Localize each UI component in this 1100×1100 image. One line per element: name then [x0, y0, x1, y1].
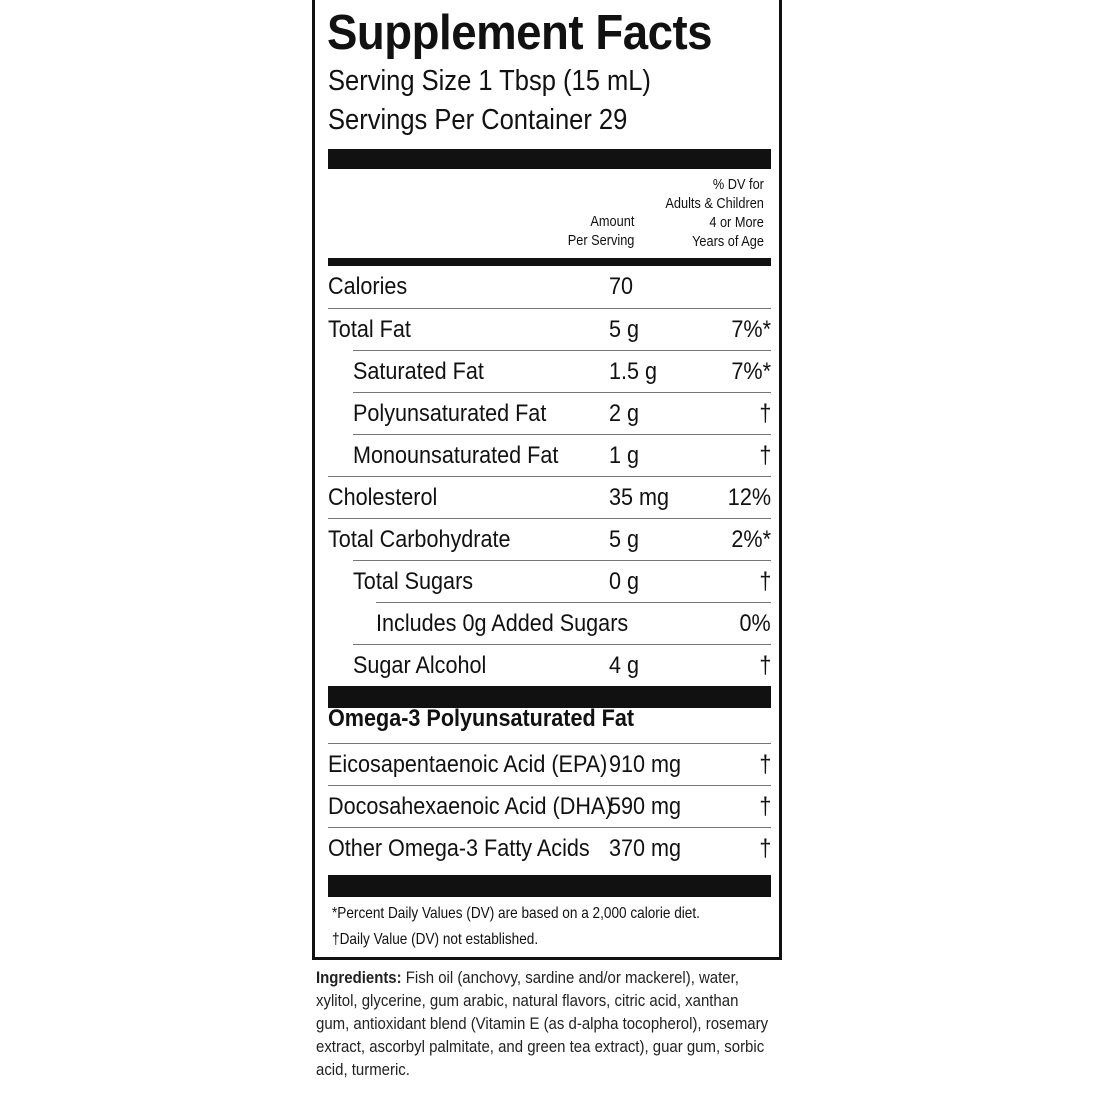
nutrient-dv: †: [758, 751, 771, 778]
nutrient-amount: 35 mg: [609, 484, 670, 511]
nutrient-amount: 70: [609, 273, 634, 300]
nutrient-amount: 590 mg: [609, 793, 682, 820]
nutrient-name: Includes 0g Added Sugars: [376, 610, 629, 637]
nutrient-dv: 2%*: [731, 526, 771, 553]
dv-header-line: Adults & Children: [665, 195, 764, 212]
nutrient-row: Calories 70: [328, 266, 771, 308]
divider-bar: [328, 686, 771, 708]
nutrient-amount: 5 g: [609, 316, 640, 343]
nutrient-dv: 7%*: [731, 358, 771, 385]
nutrient-dv: †: [758, 793, 771, 820]
dv-header-line: Years of Age: [692, 233, 764, 250]
panel-title: Supplement Facts: [327, 6, 713, 60]
ingredients-label: Ingredients:: [316, 968, 402, 987]
nutrient-row: Saturated Fat 1.5 g 7%*: [353, 350, 771, 393]
nutrient-amount: 910 mg: [609, 751, 682, 778]
servings-per-container: Servings Per Container 29: [328, 104, 628, 136]
footnote-dv: *Percent Daily Values (DV) are based on …: [332, 905, 700, 922]
nutrient-amount: 1.5 g: [609, 358, 658, 385]
footnote-dagger: †Daily Value (DV) not established.: [332, 931, 539, 948]
nutrient-amount: 5 g: [609, 526, 640, 553]
nutrient-amount: 0 g: [609, 568, 640, 595]
nutrient-name: Total Carbohydrate: [328, 526, 511, 553]
nutrient-dv: †: [758, 652, 771, 679]
supplement-facts-panel: Supplement Facts Serving Size 1 Tbsp (15…: [312, 0, 782, 960]
nutrient-row: Total Fat 5 g 7%*: [328, 308, 771, 351]
nutrient-dv: †: [758, 442, 771, 469]
nutrient-name: Saturated Fat: [353, 358, 484, 385]
nutrient-name: Docosahexaenoic Acid (DHA): [328, 793, 613, 820]
amount-header: Amount Per Serving: [567, 212, 634, 250]
nutrient-dv: 0%: [739, 610, 771, 637]
dv-header-line: % DV for: [712, 176, 764, 193]
divider-bar: [328, 149, 771, 169]
omega-row: Docosahexaenoic Acid (DHA) 590 mg †: [328, 785, 771, 828]
nutrient-name: Monounsaturated Fat: [353, 442, 559, 469]
nutrient-row: Total Carbohydrate 5 g 2%*: [328, 518, 771, 561]
nutrient-dv: 7%*: [731, 316, 771, 343]
dv-header-line: 4 or More: [709, 214, 764, 231]
nutrient-name: Total Sugars: [353, 568, 474, 595]
serving-size: Serving Size 1 Tbsp (15 mL): [328, 65, 651, 97]
omega-row: Eicosapentaenoic Acid (EPA) 910 mg †: [328, 743, 771, 786]
nutrient-name: Polyunsaturated Fat: [353, 400, 547, 427]
nutrient-dv: †: [758, 835, 771, 862]
amount-header-line: Per Serving: [567, 232, 634, 249]
dv-header: % DV for Adults & Children 4 or More Yea…: [665, 175, 764, 251]
nutrient-row: Monounsaturated Fat 1 g †: [353, 434, 771, 477]
omega-heading: Omega-3 Polyunsaturated Fat: [328, 705, 635, 732]
nutrient-amount: 1 g: [609, 442, 640, 469]
amount-header-line: Amount: [590, 213, 634, 230]
nutrient-row: Sugar Alcohol 4 g †: [353, 644, 771, 687]
divider-bar: [328, 258, 771, 266]
nutrient-dv: †: [758, 400, 771, 427]
nutrient-name: Eicosapentaenoic Acid (EPA): [328, 751, 608, 778]
nutrient-amount: 4 g: [609, 652, 640, 679]
nutrient-row: Cholesterol 35 mg 12%: [328, 476, 771, 519]
ingredients: Ingredients: Fish oil (anchovy, sardine …: [316, 966, 774, 1081]
nutrient-amount: 2 g: [609, 400, 640, 427]
omega-row: Other Omega-3 Fatty Acids 370 mg †: [328, 827, 771, 870]
divider-bar: [328, 875, 771, 897]
nutrient-row: Total Sugars 0 g †: [353, 560, 771, 603]
nutrient-row: Polyunsaturated Fat 2 g †: [353, 392, 771, 435]
nutrient-name: Calories: [328, 273, 408, 300]
nutrient-dv: †: [758, 568, 771, 595]
nutrient-name: Cholesterol: [328, 484, 438, 511]
nutrient-dv: 12%: [727, 484, 771, 511]
nutrient-name: Other Omega-3 Fatty Acids: [328, 835, 590, 862]
ingredients-text: Fish oil (anchovy, sardine and/or macker…: [316, 968, 769, 1079]
nutrient-amount: 370 mg: [609, 835, 682, 862]
nutrient-name: Sugar Alcohol: [353, 652, 487, 679]
nutrient-name: Total Fat: [328, 316, 411, 343]
nutrient-row: Includes 0g Added Sugars 0%: [376, 602, 771, 645]
